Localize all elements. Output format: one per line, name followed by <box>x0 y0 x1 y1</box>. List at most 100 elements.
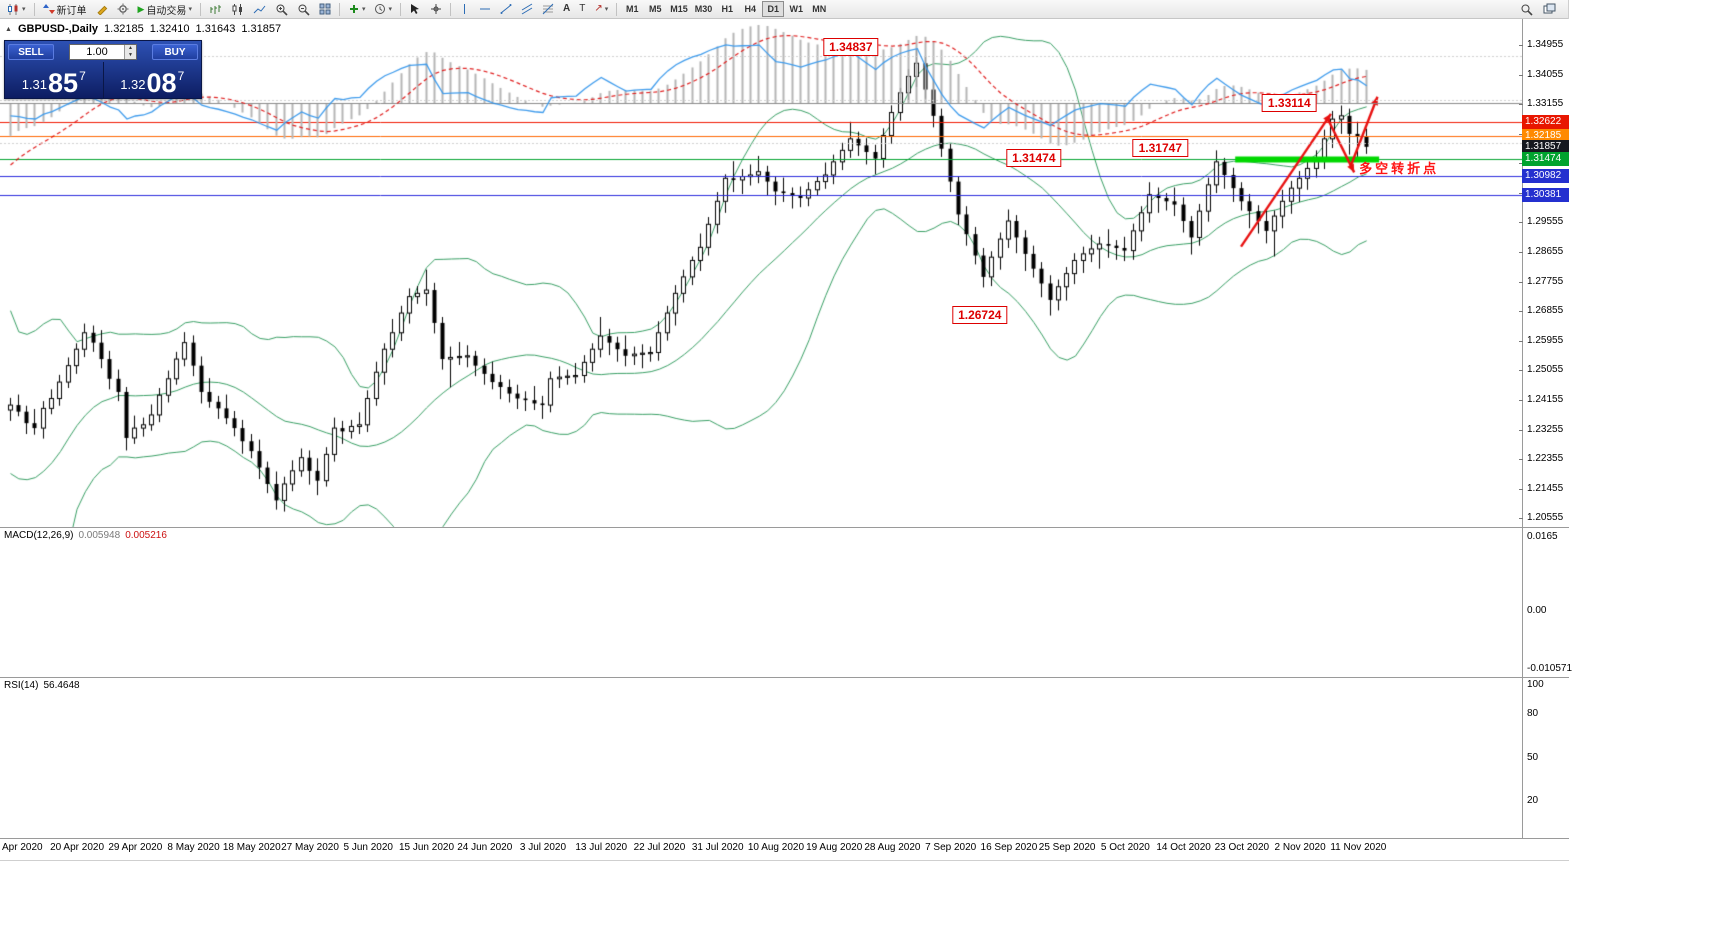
panel-separator[interactable] <box>0 527 1569 528</box>
toolbar-separator <box>449 2 451 16</box>
macd-axis-label: 0.0165 <box>1527 531 1558 542</box>
periods-button[interactable]: ▾ <box>370 1 396 18</box>
time-axis-label: 31 Jul 2020 <box>691 842 744 853</box>
toolbar-separator <box>33 2 35 16</box>
time-axis-separator <box>0 838 1569 839</box>
price-axis-label: 1.34955 <box>1527 39 1564 50</box>
chart-price-label[interactable]: 1.31747 <box>1132 139 1189 158</box>
quote-open: 1.32185 <box>104 23 144 35</box>
axis-tick <box>1519 45 1523 46</box>
volume-input[interactable] <box>70 44 124 59</box>
price-axis-label: 1.33155 <box>1527 98 1564 110</box>
symbol-header: ▲ GBPUSD-,Daily 1.32185 1.32410 1.31643 … <box>5 23 281 35</box>
panel-separator[interactable] <box>0 677 1569 678</box>
divider <box>102 62 104 98</box>
chart-price-label[interactable]: 1.33114 <box>1261 94 1317 113</box>
timeframe-M5[interactable]: M5 <box>644 1 666 17</box>
tile-windows-button[interactable] <box>315 1 335 18</box>
timeframe-D1[interactable]: D1 <box>762 1 785 17</box>
timeframe-MN[interactable]: MN <box>808 1 830 17</box>
timeframe-M30[interactable]: M30 <box>692 1 716 17</box>
trendline-button[interactable] <box>496 1 516 18</box>
time-axis-label: 19 Aug 2020 <box>806 842 863 853</box>
chevron-down-icon: ▾ <box>22 5 26 13</box>
new-chart-button[interactable]: ▾ <box>3 1 30 18</box>
time-axis-label: 23 Oct 2020 <box>1214 842 1270 853</box>
cursor-button[interactable] <box>405 1 425 18</box>
chart-price-label[interactable]: 1.34837 <box>823 38 879 57</box>
sell-chip[interactable]: SELL <box>8 43 54 60</box>
fibonacci-button[interactable] <box>538 1 558 18</box>
timeframe-H4[interactable]: H4 <box>739 1 761 17</box>
window-list-button[interactable] <box>1539 1 1560 18</box>
sell-price-big: 85 <box>48 68 79 99</box>
chevron-down-icon: ▾ <box>388 5 392 13</box>
quote-low: 1.31643 <box>195 23 236 35</box>
mt4-window: ▾ 新订单 ▶ 自动交易 ▾ <box>0 0 1572 861</box>
toolbar-separator <box>199 2 201 16</box>
sell-button[interactable]: 1.31 85 7 <box>5 62 103 98</box>
bar-chart-icon <box>210 4 221 14</box>
crosshair-button[interactable] <box>426 1 446 18</box>
toolbar-right-group <box>1516 1 1565 18</box>
horizontal-line-button[interactable] <box>475 1 495 18</box>
timeframe-H1[interactable]: H1 <box>716 1 738 17</box>
timeframe-M15[interactable]: M15 <box>667 1 691 17</box>
buy-button[interactable]: 1.32 08 7 <box>104 62 202 98</box>
metaeditor-button[interactable] <box>92 1 112 18</box>
axis-tick <box>1519 104 1523 106</box>
text-button[interactable]: A <box>559 1 574 18</box>
options-button[interactable] <box>113 1 133 18</box>
zoom-in-icon <box>276 4 288 16</box>
candlestick-chart-button[interactable] <box>227 1 248 18</box>
text-label-button[interactable]: T <box>575 1 589 18</box>
rsi-axis-label: 80 <box>1527 708 1539 719</box>
price-badge: 1.30381 <box>1522 188 1569 203</box>
chevron-down-icon: ▾ <box>361 5 366 13</box>
current-price-badge: 1.31857 <box>1522 139 1569 154</box>
timeframe-W1[interactable]: W1 <box>785 1 807 17</box>
toolbar-separator <box>399 2 401 16</box>
price-axis[interactable]: 1.32622 1.32185 1.31857 1.31474 1.30982 … <box>1519 19 1569 838</box>
search-button[interactable] <box>1516 1 1537 18</box>
timeframe-M1[interactable]: M1 <box>621 1 643 17</box>
volume-up-button[interactable]: ▲ <box>125 44 136 52</box>
axis-tick <box>1519 459 1523 461</box>
axis-tick <box>1519 222 1523 224</box>
indicators-button[interactable]: ▾ <box>344 1 370 18</box>
time-axis-label: 11 Nov 2020 <box>1330 842 1387 853</box>
axis-tick <box>1519 133 1523 135</box>
arrow-tools-button[interactable]: ↗ ▾ <box>590 1 612 18</box>
new-order-button[interactable]: 新订单 <box>39 1 91 18</box>
line-chart-button[interactable] <box>249 1 270 18</box>
vertical-line-button[interactable] <box>455 1 474 18</box>
toolbar-separator <box>338 2 340 16</box>
buy-chip[interactable]: BUY <box>152 43 198 60</box>
buy-price-sup: 7 <box>177 69 185 83</box>
time-axis-label: 13 Jul 2020 <box>575 842 628 853</box>
chart-price-label[interactable]: 1.26724 <box>952 306 1008 325</box>
zoom-in-button[interactable] <box>271 1 292 18</box>
toolbar: ▾ 新订单 ▶ 自动交易 ▾ <box>0 0 1568 19</box>
price-axis-label: 1.22355 <box>1527 453 1564 465</box>
time-axis[interactable]: Apr 2020 20 Apr 2020 29 Apr 2020 8 May 2020… <box>0 838 1522 860</box>
horizontal-line-icon <box>479 8 490 10</box>
channel-button[interactable] <box>517 1 537 18</box>
time-axis-label: 28 Aug 2020 <box>864 842 921 853</box>
autotrade-label: 自动交易 <box>146 5 187 17</box>
autotrade-button[interactable]: ▶ 自动交易 ▾ <box>134 1 196 18</box>
zoom-out-icon <box>298 4 310 16</box>
macd-axis-label: 0.00 <box>1527 605 1547 617</box>
chart-price-label[interactable]: 1.31474 <box>1006 149 1062 168</box>
volume-down-button[interactable]: ▼ <box>125 51 136 59</box>
expand-icon[interactable]: ▲ <box>5 25 12 33</box>
time-axis-label: 10 Aug 2020 <box>747 842 805 853</box>
axis-tick <box>1519 281 1523 283</box>
text-label-icon: T <box>579 3 586 14</box>
bar-chart-button[interactable] <box>205 1 226 18</box>
axis-tick <box>1519 74 1523 76</box>
chart-note-text[interactable]: 多空转折点 <box>1359 161 1440 177</box>
zoom-out-button[interactable] <box>293 1 314 18</box>
price-axis-label: 1.27755 <box>1527 275 1564 287</box>
time-axis-label: 15 Jun 2020 <box>398 842 455 853</box>
